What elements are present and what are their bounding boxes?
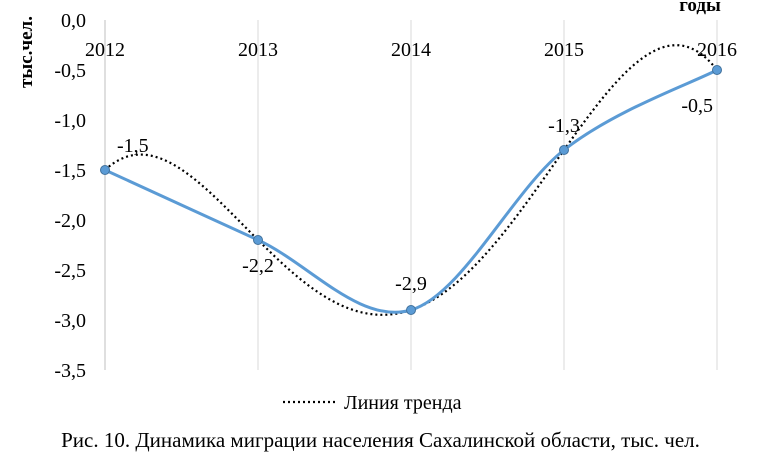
x-tick-label: 2016	[697, 39, 737, 61]
legend-label: Линия тренда	[344, 392, 462, 414]
x-axis-tick-labels: 2012 2013 2014 2015 2016	[85, 39, 737, 61]
y-tick-label: 0,0	[61, 10, 86, 32]
y-axis-tick-labels: 0,0 -0,5 -1,0 -1,5 -2,0 -2,5 -3,0 -3,5	[54, 10, 86, 382]
data-point	[559, 145, 569, 155]
y-tick-label: -3,0	[54, 310, 86, 332]
data-label: -0,5	[681, 95, 713, 117]
y-tick-label: -1,0	[54, 110, 86, 132]
data-labels: -1,5 -2,2 -2,9 -1,3 -0,5	[117, 95, 713, 295]
data-point	[712, 65, 722, 75]
series-markers	[100, 65, 722, 315]
data-label: -1,5	[117, 135, 149, 157]
y-tick-label: -1,5	[54, 160, 86, 182]
y-axis-title: тыс.чел.	[16, 16, 37, 88]
x-axis-title: годы	[679, 0, 721, 16]
y-tick-label: -0,5	[54, 60, 86, 82]
y-tick-label: -3,5	[54, 360, 86, 382]
vertical-gridlines	[104, 20, 718, 370]
figure-caption: Рис. 10. Динамика миграции населения Сах…	[61, 428, 700, 452]
data-point	[253, 235, 263, 245]
data-point	[100, 165, 110, 175]
data-point	[406, 305, 416, 315]
x-tick-label: 2013	[238, 39, 278, 61]
data-label: -2,9	[395, 273, 427, 295]
data-label: -2,2	[242, 255, 274, 277]
x-tick-label: 2014	[391, 39, 431, 61]
x-tick-label: 2012	[85, 39, 125, 61]
series-line	[104, 68, 718, 314]
data-label: -1,3	[548, 115, 580, 137]
y-tick-label: -2,0	[54, 210, 86, 232]
y-tick-label: -2,5	[54, 260, 86, 282]
x-tick-label: 2015	[544, 39, 584, 61]
